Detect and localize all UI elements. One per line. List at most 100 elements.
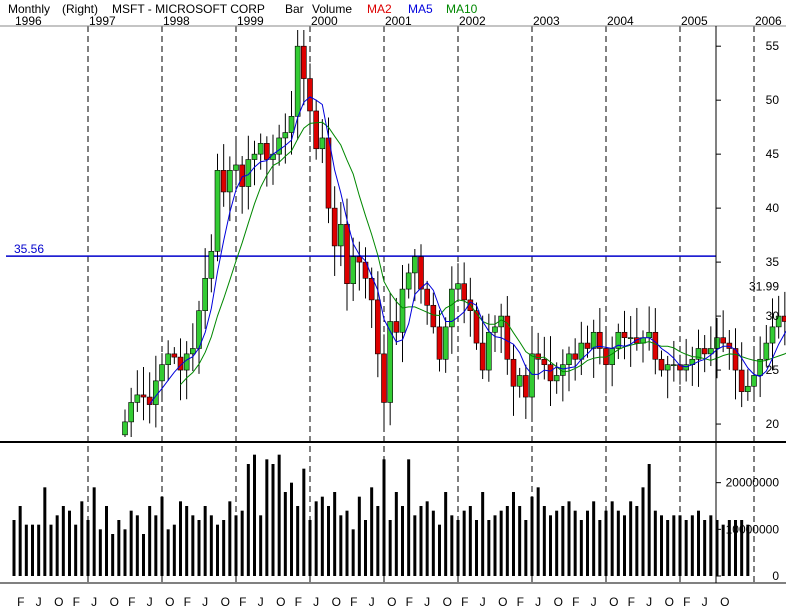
volume-bar [703,520,707,576]
candle-body [282,132,289,139]
volume-bar [209,515,213,576]
month-label: O [554,595,563,609]
volume-bar [339,515,343,576]
candle-body [726,342,733,349]
volume-bar [160,496,164,576]
volume-bar [240,510,244,576]
volume-bar [586,510,589,576]
volume-bar [592,501,596,576]
candle-body [671,364,677,366]
volume-bar [234,515,238,576]
volume-bar [333,492,337,576]
month-label: O [54,595,63,609]
candle-body [597,331,603,349]
candle-body [288,116,295,133]
candle-body [264,143,270,160]
candle-body [615,331,622,349]
price-tick-label: 40 [766,201,780,215]
candle-body [350,256,356,285]
volume-bar [536,487,540,576]
price-tick-label: 35 [766,255,780,269]
month-label: J [424,595,430,609]
candle-body [313,110,319,150]
volume-bar [524,520,528,576]
candle-body [171,353,178,358]
month-label: F [572,595,579,609]
month-label: J [202,595,208,609]
volume-bar [542,506,546,576]
candle-body [652,331,659,360]
candle-body [664,364,671,371]
year-label: 2005 [681,14,708,28]
volume-bar [290,482,293,576]
candle-body [356,256,363,263]
candle-body [442,326,449,360]
candle-body [547,364,554,382]
month-label: O [443,595,452,609]
volume-bar [370,487,374,576]
volume-bar [641,487,645,576]
month-label: F [406,595,413,609]
volume-bar [111,534,115,576]
year-label: 2003 [533,14,560,28]
month-label: F [184,595,191,609]
month-label: F [628,595,635,609]
volume-label: Volume [312,2,352,16]
volume-bar [499,510,503,576]
candle-body [233,164,239,171]
volume-bar [419,506,423,576]
volume-bar [364,520,367,576]
candle-body [159,364,165,382]
volume-bar [296,506,300,576]
month-label: F [17,595,24,609]
volume-bar [166,529,170,576]
volume-bar [734,520,737,576]
volume-bar [123,529,127,576]
style-label: Bar [285,2,304,16]
month-label: J [36,595,42,609]
candle-body [720,337,726,344]
candle-body [405,272,412,290]
month-label: O [387,595,396,609]
volume-bar [80,501,84,576]
candle-body [412,256,418,274]
candle-body [578,342,585,360]
volume-bar [512,492,515,576]
volume-bar [598,520,602,576]
candle-body [775,315,782,328]
volume-bar [357,496,361,576]
volume-bar [277,454,281,576]
volume-bar [197,520,201,576]
volume-bar [135,515,139,576]
volume-bar [740,520,744,576]
volume-bar [573,510,577,576]
candle-body [677,364,683,371]
volume-bar [265,459,269,576]
volume-bar [388,520,392,576]
month-label: O [221,595,230,609]
month-label: F [517,595,524,609]
year-label: 2002 [459,14,486,28]
price-tick-label: 25 [766,363,780,377]
volume-bar [203,506,207,576]
candle-body [294,45,301,117]
volume-bar [431,510,435,576]
volume-bar [92,487,96,576]
candle-body [387,321,393,403]
month-label: J [369,595,375,609]
candle-body [504,315,511,360]
candle-body [128,402,134,423]
candle-body [621,331,628,338]
volume-bar [530,496,534,576]
candle-body [381,353,387,403]
volume-bar [345,510,349,576]
volume-bar [216,524,219,576]
candle-body [270,153,276,160]
volume-bar [49,524,53,576]
volume-bar [709,515,713,576]
month-label: O [110,595,119,609]
volume-bar [253,454,256,576]
volume-bar [653,510,657,576]
volume-bar [86,520,90,576]
volume-bar [351,529,355,576]
